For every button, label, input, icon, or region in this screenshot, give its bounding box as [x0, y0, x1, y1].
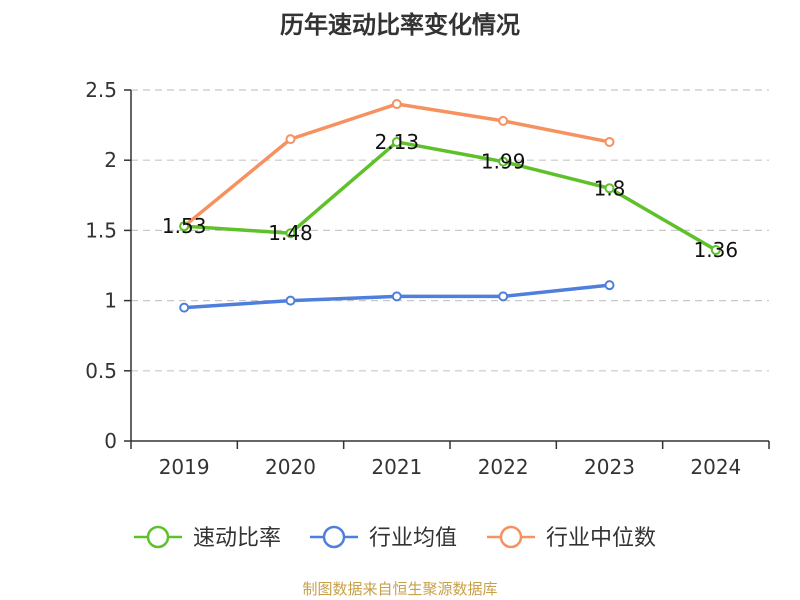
x-tick-label: 2024 — [690, 455, 741, 479]
y-tick-label: 2.5 — [85, 78, 117, 102]
x-tick-label: 2023 — [584, 455, 635, 479]
y-tick-label: 1.5 — [85, 218, 117, 242]
data-label: 1.99 — [481, 150, 526, 174]
data-point[interactable] — [498, 156, 509, 167]
legend-item-2[interactable]: 行业中位数 — [487, 525, 656, 551]
legend-marker — [322, 525, 346, 549]
data-point[interactable] — [391, 99, 402, 110]
data-point[interactable] — [179, 302, 190, 313]
data-label: 1.36 — [694, 238, 739, 262]
legend[interactable]: 速动比率 行业均值 行业中位数 — [134, 525, 656, 551]
data-point[interactable] — [179, 221, 190, 232]
data-point[interactable] — [604, 280, 615, 291]
axes: 0 0.5 1 1.5 2 2.5 2019 2020 2021 2022 2023 2024 — [85, 78, 770, 479]
data-label: 1.48 — [268, 221, 313, 245]
data-point[interactable] — [498, 115, 509, 126]
y-tick-label: 0.5 — [85, 359, 117, 383]
y-tick-label: 1 — [104, 289, 117, 313]
data-point[interactable] — [285, 228, 296, 239]
data-point[interactable] — [604, 136, 615, 147]
data-label: 1.53 — [162, 214, 207, 238]
legend-label: 行业均值 — [369, 526, 457, 551]
x-tick-label: 2020 — [265, 455, 316, 479]
data-point[interactable] — [604, 183, 615, 194]
legend-label: 行业中位数 — [546, 526, 656, 551]
grid — [131, 89, 769, 372]
series-layer — [179, 99, 721, 313]
x-tick-label: 2022 — [478, 455, 529, 479]
legend-item-0[interactable]: 速动比率 — [134, 525, 281, 551]
legend-item-1[interactable]: 行业均值 — [310, 525, 457, 551]
legend-label: 速动比率 — [193, 526, 281, 551]
data-labels: 1.53 1.48 2.13 1.99 1.8 1.36 — [162, 130, 738, 262]
legend-marker — [499, 525, 523, 549]
x-tick-label: 2021 — [371, 455, 422, 479]
data-point[interactable] — [285, 134, 296, 145]
y-tick-label: 2 — [104, 148, 117, 172]
series-line-2 — [182, 102, 612, 228]
chart-title: 历年速动比率变化情况 — [280, 11, 520, 39]
data-label: 2.13 — [375, 130, 420, 154]
data-point[interactable] — [285, 295, 296, 306]
y-tick-label: 0 — [104, 429, 117, 453]
data-label: 1.8 — [594, 176, 626, 200]
data-point[interactable] — [710, 245, 721, 256]
data-point[interactable] — [391, 136, 402, 147]
source-note: 制图数据来自恒生聚源数据库 — [302, 580, 497, 598]
series-line-0 — [182, 140, 718, 252]
data-point[interactable] — [498, 291, 509, 302]
x-tick-label: 2019 — [159, 455, 210, 479]
legend-marker — [146, 525, 170, 549]
data-point[interactable] — [391, 291, 402, 302]
